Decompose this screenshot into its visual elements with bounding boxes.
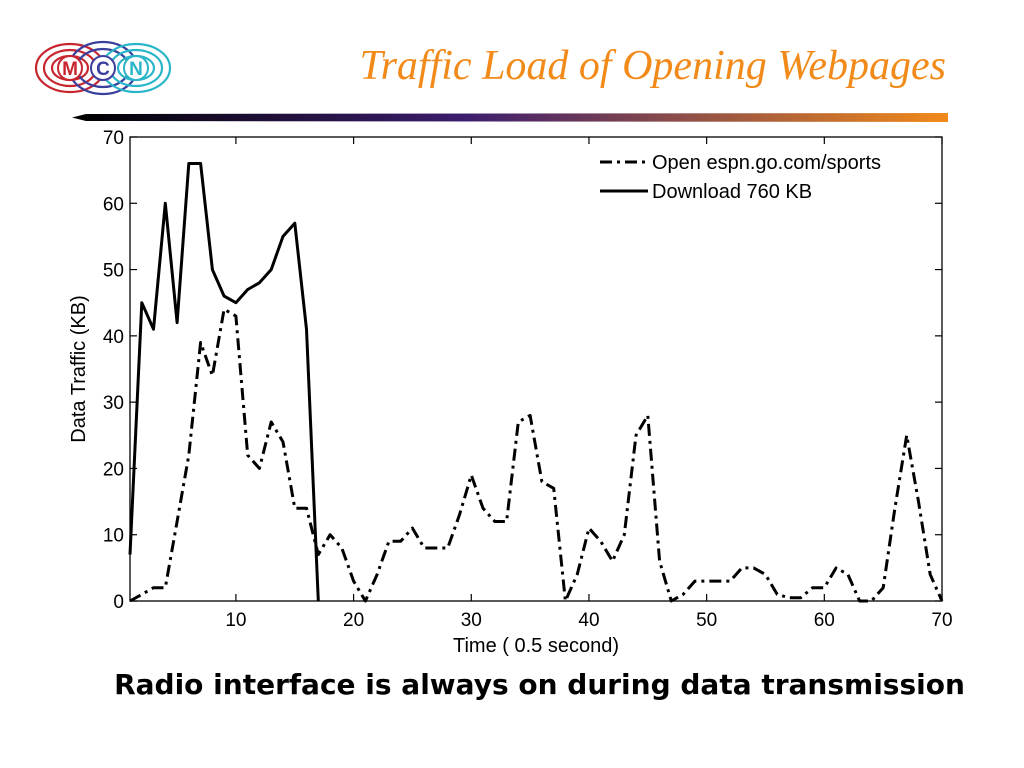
x-tick-label: 50: [696, 610, 717, 631]
y-tick-label: 50: [103, 261, 124, 282]
y-tick-label: 30: [103, 393, 124, 414]
series-line-espn: [129, 307, 944, 603]
x-tick-label: 30: [461, 610, 482, 631]
logo-letter-c: C: [96, 59, 110, 80]
x-axis-label: Time ( 0.5 second): [453, 635, 619, 657]
x-tick-label: 40: [578, 610, 599, 631]
legend-label-download: Download 760 KB: [652, 181, 812, 203]
slide-caption: Radio interface is always on during data…: [114, 668, 965, 701]
x-tick-label: 20: [343, 610, 364, 631]
y-tick-label: 40: [103, 327, 124, 348]
logo-letter-n: N: [129, 59, 143, 80]
plot-frame: [129, 136, 943, 602]
series-layer: [128, 162, 944, 603]
y-tick-label: 10: [103, 526, 124, 547]
x-tick-label: 70: [931, 610, 952, 631]
y-tick-label: 60: [103, 194, 124, 215]
logo-letter-m: M: [62, 59, 78, 80]
y-tick-label: 20: [103, 459, 124, 480]
x-tick-label: 10: [225, 610, 246, 631]
y-tick-label: 0: [113, 592, 124, 613]
y-axis: 0 10 20 30 40 50 60 70: [103, 128, 942, 613]
mcn-logo: M C N: [34, 40, 172, 96]
series-line-download: [128, 162, 320, 602]
x-tick-label: 60: [814, 610, 835, 631]
legend: Open espn.go.com/sports Download 760 KB: [600, 152, 881, 203]
traffic-line-chart: 10 20 30 40 50 60 70 0 10 20 30 40 50 60 70 Time ( 0.…: [68, 128, 953, 657]
legend-label-espn: Open espn.go.com/sports: [652, 152, 881, 174]
y-axis-label: Data Traffic (KB): [68, 295, 90, 442]
title-divider: [72, 113, 948, 122]
y-tick-label: 70: [103, 128, 124, 149]
slide-title: Traffic Load of Opening Webpages: [359, 43, 946, 89]
x-axis: 10 20 30 40 50 60 70: [225, 137, 953, 631]
